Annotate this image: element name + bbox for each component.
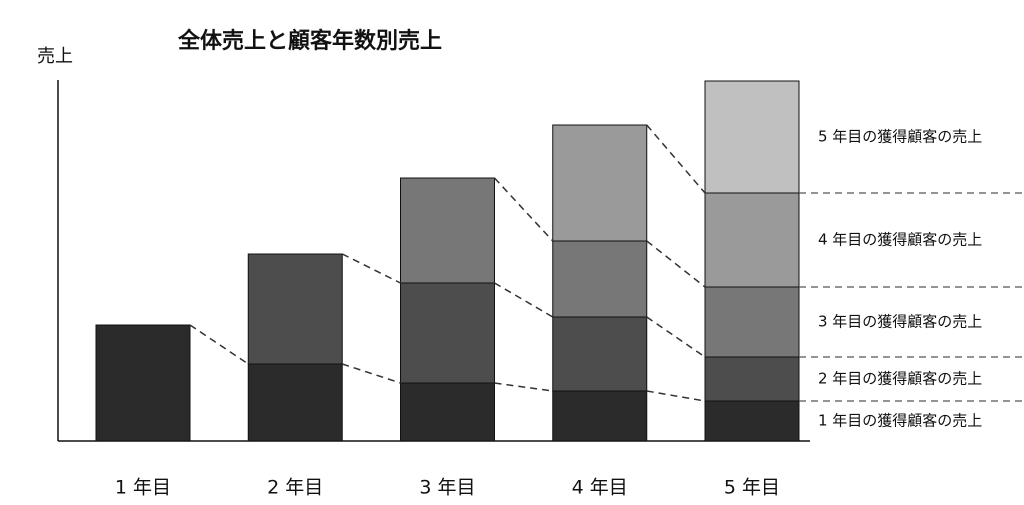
x-tick-label: 2 年目 [267,477,323,499]
legend-label: 4 年目の獲得顧客の売上 [818,231,982,249]
bar-segment [552,240,648,318]
chart-title: 全体売上と顧客年数別売上 [177,28,442,54]
bar-segment [704,80,800,194]
legend-label: 2 年目の獲得顧客の売上 [818,370,982,388]
bar-segment [552,124,648,242]
connector [342,363,401,384]
bar-segment [95,324,191,442]
y-axis-label: 売上 [37,46,73,67]
bar-segment [552,390,648,442]
legend-label: 3 年目の獲得顧客の売上 [818,313,982,331]
x-tick-label: 1 年目 [115,477,171,499]
connector [494,282,554,318]
x-tick-label: 3 年目 [419,477,475,499]
bar-segment [247,253,343,365]
connector [341,253,401,284]
connector [493,177,554,242]
connector [646,390,706,402]
bar-segment [704,400,800,442]
bar-segment [400,282,495,384]
connector [646,316,706,358]
bar-segment [247,363,343,442]
x-tick-label: 5 年目 [724,477,780,499]
x-tick-label: 4 年目 [572,477,628,499]
connector [646,240,706,288]
connector [494,382,553,392]
bar-segment [400,177,495,284]
bar-segment [552,316,648,392]
bar-segment [704,192,800,288]
bar-segment [400,382,495,442]
bar-segment [704,286,800,358]
connector [646,124,706,194]
bar-segment [704,356,800,402]
connector [189,324,249,365]
legend-label: 5 年目の獲得顧客の売上 [818,128,982,146]
legend-label: 1 年目の獲得顧客の売上 [818,412,982,430]
